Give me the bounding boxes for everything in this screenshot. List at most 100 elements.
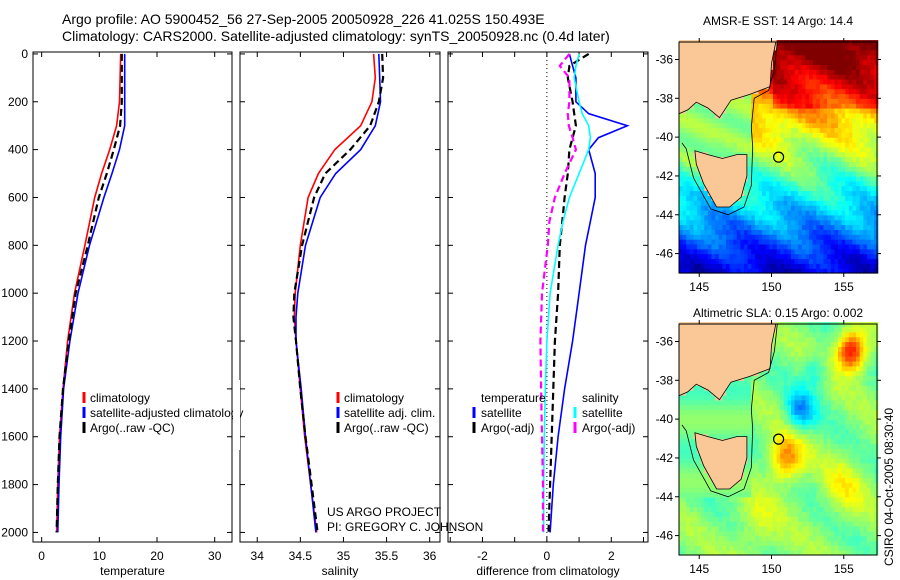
map-cell (866, 258, 872, 264)
map-cell (874, 54, 879, 61)
map-cell (798, 239, 803, 245)
map-cell (801, 69, 806, 75)
map-cell (823, 146, 828, 153)
map-cell (870, 175, 875, 182)
map-cell (697, 175, 702, 182)
map-cell (697, 482, 702, 488)
map-cell (812, 98, 817, 104)
map-cell (791, 433, 796, 440)
map-cell (754, 540, 760, 546)
y-tick-label: -36 (656, 52, 674, 66)
map-cell (776, 404, 781, 411)
map-cell (827, 127, 832, 133)
map-cell (852, 200, 857, 206)
map-cell (689, 268, 694, 274)
map-cell (856, 132, 861, 138)
map-cell (816, 214, 821, 221)
map-cell (776, 93, 781, 99)
map-cell (819, 103, 825, 109)
map-cell (736, 98, 741, 104)
map-cell (704, 511, 709, 517)
map-cell (816, 74, 821, 80)
map-cell (697, 545, 702, 551)
map-cell (736, 224, 741, 230)
map-cell (754, 506, 760, 512)
map-cell (870, 69, 875, 75)
map-cell (798, 443, 803, 449)
map-cell (769, 375, 774, 381)
map-cell (823, 78, 828, 85)
map-cell (783, 394, 788, 401)
map-cell (715, 516, 720, 522)
map-cell (769, 472, 774, 478)
map-cell (787, 346, 792, 352)
map-cell (751, 404, 756, 411)
map-cell (697, 477, 702, 483)
map-cell (700, 122, 705, 129)
map-cell (848, 93, 853, 99)
map-cell (823, 414, 828, 420)
map-cell (827, 326, 832, 333)
map-cell (794, 365, 799, 372)
map-cell (787, 472, 792, 478)
map-cell (856, 229, 861, 235)
legend-label: satellite (481, 406, 522, 420)
map-cell (827, 74, 832, 80)
map-cell (845, 59, 850, 65)
map-cell (834, 103, 839, 109)
map-cell (780, 49, 785, 56)
map-cell (740, 545, 745, 551)
map-cell (679, 433, 684, 440)
map-cell (733, 404, 738, 411)
project-credit: US ARGO PROJECT (327, 505, 442, 519)
map-cell (816, 326, 821, 333)
map-cell (834, 487, 839, 493)
map-cell (772, 424, 778, 430)
map-cell (838, 127, 843, 133)
map-cell (801, 448, 806, 454)
map-cell (816, 540, 821, 546)
map-cell (823, 326, 828, 333)
map-cell (772, 482, 778, 488)
map-cell (859, 258, 864, 264)
map-cell (798, 59, 803, 65)
map-cell (816, 263, 821, 269)
map-cell (744, 467, 749, 474)
map-cell (686, 180, 691, 187)
map-cell (776, 156, 781, 162)
map-cell (816, 336, 821, 343)
map-cell (707, 108, 713, 114)
map-cell (733, 98, 738, 104)
map-cell (769, 88, 774, 95)
map-cell (776, 175, 781, 182)
map-cell (874, 180, 879, 187)
map-cell (787, 151, 792, 158)
map-cell (830, 419, 835, 425)
map-cell (834, 530, 839, 537)
map-cell (715, 132, 720, 138)
map-cell (834, 243, 839, 250)
map-cell (823, 175, 828, 182)
map-cell (805, 530, 810, 537)
map-cell (762, 550, 767, 556)
map-cell (841, 40, 846, 46)
map-cell (845, 219, 850, 226)
map-cell (812, 491, 817, 498)
map-cell (801, 491, 806, 498)
map-cell (776, 98, 781, 104)
map-cell (874, 190, 879, 196)
map-cell (747, 496, 752, 503)
map-cell (830, 83, 835, 90)
map-cell (794, 59, 799, 65)
series-line-argo-raw-qc- (55, 53, 123, 533)
map-cell (733, 263, 738, 269)
map-cell (736, 428, 741, 435)
map-cell (776, 49, 781, 56)
map-cell (758, 399, 763, 406)
map-cell (819, 209, 825, 216)
map-cell (711, 258, 716, 264)
map-cell (834, 98, 839, 104)
map-cell (693, 253, 698, 260)
map-cell (715, 142, 720, 148)
map-cell (765, 414, 770, 420)
